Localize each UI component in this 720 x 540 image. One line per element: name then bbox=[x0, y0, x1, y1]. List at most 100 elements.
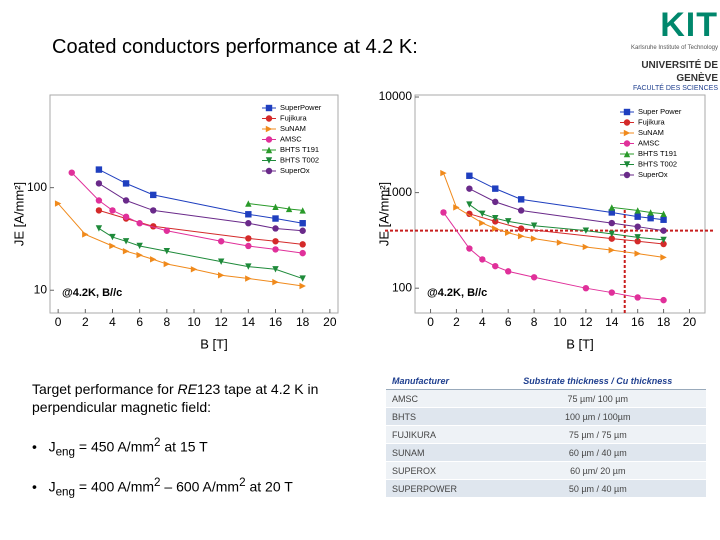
marker bbox=[623, 140, 631, 147]
x-axis-label: B [T] bbox=[200, 336, 227, 351]
marker bbox=[479, 256, 486, 263]
marker bbox=[272, 203, 279, 211]
marker bbox=[466, 172, 473, 179]
marker bbox=[479, 219, 486, 227]
text: eng bbox=[55, 445, 76, 459]
marker bbox=[517, 225, 525, 232]
marker bbox=[272, 278, 279, 286]
table-cell: BHTS bbox=[386, 407, 490, 426]
legend-label: BHTS T191 bbox=[280, 145, 319, 154]
marker bbox=[582, 284, 590, 292]
legend-label: Fujikura bbox=[280, 113, 308, 122]
x-tick-label: 8 bbox=[531, 315, 538, 329]
marker bbox=[122, 197, 130, 204]
marker bbox=[530, 274, 538, 281]
marker bbox=[634, 223, 641, 230]
marker bbox=[54, 200, 62, 207]
marker bbox=[245, 263, 252, 270]
x-tick-label: 0 bbox=[427, 315, 434, 329]
y-tick-label: 10 bbox=[34, 282, 48, 296]
marker bbox=[530, 222, 538, 229]
text: Target performance for bbox=[32, 381, 178, 397]
text: eng bbox=[55, 485, 76, 499]
marker bbox=[608, 235, 615, 242]
marker bbox=[505, 229, 512, 236]
marker bbox=[217, 238, 225, 245]
y-tick-label: 100 bbox=[27, 180, 47, 194]
marker bbox=[466, 185, 473, 192]
x-tick-label: 2 bbox=[82, 315, 89, 329]
marker bbox=[245, 242, 252, 250]
marker bbox=[660, 296, 667, 304]
marker bbox=[95, 225, 103, 232]
marker bbox=[299, 249, 306, 257]
y-tick-label: 1000 bbox=[385, 185, 412, 199]
kit-subtitle: Karlsruhe Institute of Technology bbox=[631, 45, 718, 51]
marker bbox=[582, 227, 590, 234]
kit-logo: KIT bbox=[660, 6, 718, 44]
series-line bbox=[248, 203, 303, 211]
series-line bbox=[443, 212, 664, 301]
marker bbox=[623, 150, 631, 158]
x-tick-label: 10 bbox=[553, 315, 567, 329]
x-tick-label: 18 bbox=[657, 315, 671, 329]
text: 2 bbox=[154, 436, 161, 449]
marker bbox=[623, 161, 631, 168]
marker bbox=[265, 136, 273, 143]
x-tick-label: 20 bbox=[683, 315, 697, 329]
marker bbox=[608, 230, 615, 238]
marker bbox=[285, 205, 293, 213]
marker bbox=[608, 289, 615, 296]
x-tick-label: 14 bbox=[242, 315, 256, 329]
marker bbox=[647, 209, 654, 216]
logos: KIT Karlsruhe Institute of Technology UN… bbox=[598, 6, 718, 106]
x-tick-label: 16 bbox=[631, 315, 645, 329]
series-line bbox=[57, 203, 303, 287]
marker bbox=[634, 238, 641, 245]
marker bbox=[265, 146, 273, 154]
marker bbox=[517, 232, 525, 240]
text: J bbox=[48, 438, 56, 455]
legend-label: BHTS T002 bbox=[638, 159, 677, 168]
marker bbox=[150, 191, 157, 199]
bullet: • Jeng = 450 A/mm2 at 15 T bbox=[32, 436, 208, 459]
x-tick-label: 0 bbox=[55, 315, 62, 329]
marker bbox=[265, 125, 273, 133]
marker bbox=[265, 167, 273, 175]
marker bbox=[505, 218, 512, 225]
table-row: SUPEROX 60 µm/ 20 µm bbox=[386, 461, 706, 480]
marker bbox=[95, 166, 103, 173]
y-tick-label: 100 bbox=[392, 280, 412, 294]
marker bbox=[660, 227, 667, 234]
table-cell: 60 µm / 40 µm bbox=[489, 443, 706, 462]
marker bbox=[299, 241, 306, 248]
marker bbox=[634, 207, 641, 214]
table-cell: Manufacturer bbox=[386, 372, 490, 390]
marker bbox=[265, 115, 273, 122]
text: = 400 A/mm bbox=[75, 479, 155, 496]
table-row: FUJIKURA 75 µm / 75 µm bbox=[386, 425, 706, 444]
annotation: @4.2K, B//c bbox=[62, 287, 122, 299]
marker bbox=[299, 220, 306, 227]
series-line bbox=[469, 213, 664, 245]
marker bbox=[608, 219, 615, 227]
marker bbox=[623, 119, 631, 126]
series-line bbox=[98, 182, 303, 232]
marker bbox=[634, 250, 641, 257]
marker bbox=[623, 108, 631, 116]
marker bbox=[623, 171, 631, 179]
y-axis-label: JE [A/mm²] bbox=[376, 182, 391, 246]
marker bbox=[299, 282, 306, 290]
legend-label: Fujikura bbox=[638, 117, 666, 126]
marker bbox=[608, 246, 615, 254]
legend-label: SuperOx bbox=[638, 170, 668, 179]
marker bbox=[440, 169, 447, 177]
marker bbox=[608, 204, 615, 211]
marker bbox=[299, 207, 306, 214]
x-axis-label: B [T] bbox=[566, 336, 593, 351]
series-line bbox=[98, 209, 303, 245]
marker bbox=[660, 254, 667, 261]
marker bbox=[608, 209, 615, 216]
marker bbox=[530, 235, 538, 242]
